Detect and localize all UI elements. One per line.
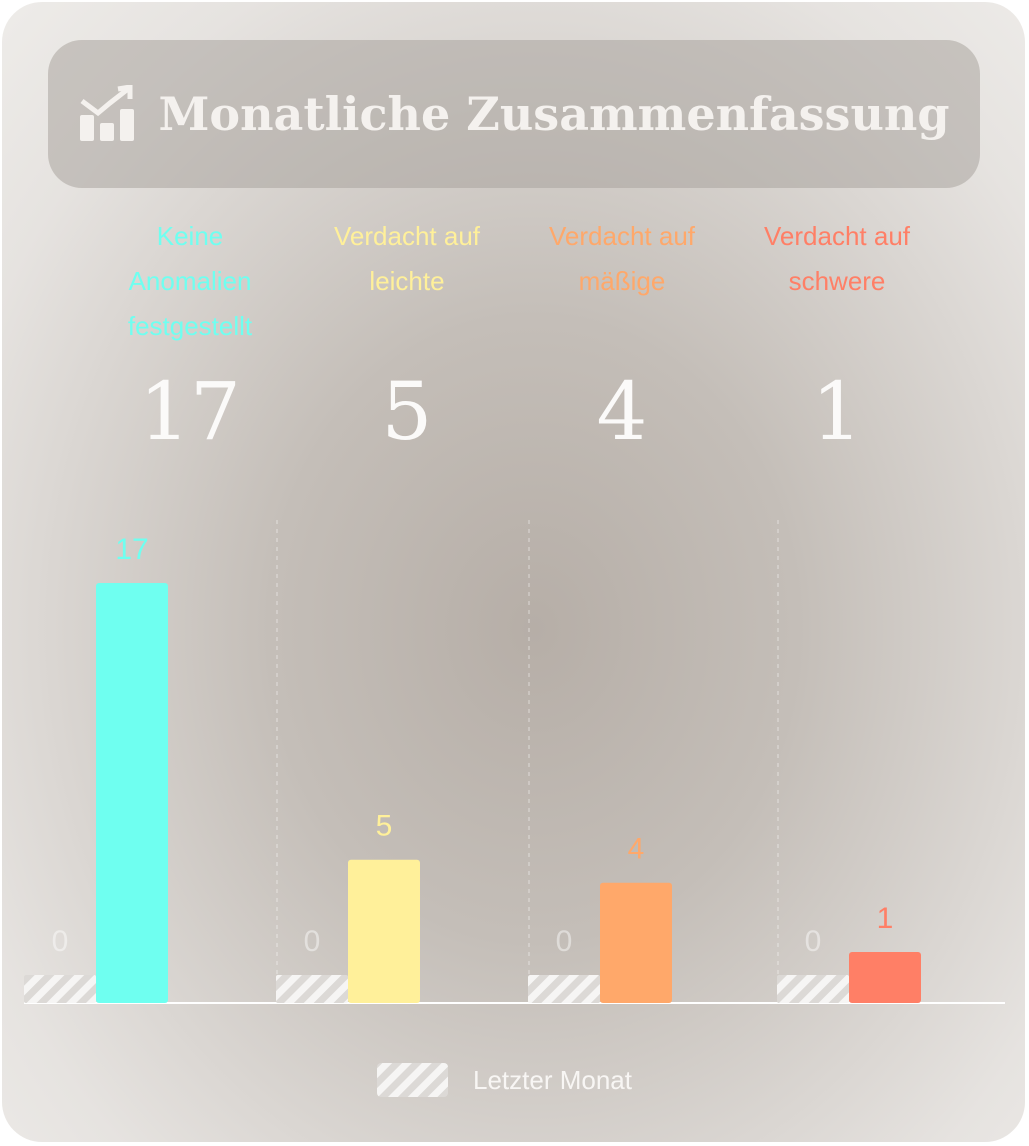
bar-previous — [777, 975, 849, 1003]
category-label: Keine Anomalien festgestellt — [127, 221, 253, 341]
bar-previous — [276, 975, 348, 1003]
value-label: 1 — [877, 902, 894, 935]
value-label: 5 — [376, 810, 393, 843]
value-label: 0 — [52, 925, 69, 958]
value-label: 4 — [628, 833, 645, 866]
summary-value: 1 — [812, 365, 863, 458]
value-label: 0 — [304, 925, 321, 958]
legend-swatch — [377, 1063, 448, 1097]
bar-current — [348, 859, 420, 1003]
category-label: Verdacht auf leichte — [334, 221, 480, 296]
bar-previous — [24, 975, 96, 1003]
value-label: 17 — [115, 533, 148, 566]
bar-current — [96, 583, 168, 1003]
summary-value: 17 — [139, 365, 241, 458]
summary-value: 5 — [382, 365, 433, 458]
header: Monatliche Zusammenfassung — [48, 40, 980, 188]
bar-current — [849, 951, 921, 1003]
value-label: 0 — [556, 925, 573, 958]
value-label: 0 — [805, 925, 822, 958]
bar-current — [600, 882, 672, 1003]
category-label: Verdacht auf mäßige — [549, 221, 695, 296]
chart-icon — [80, 85, 135, 141]
bar-previous — [528, 975, 600, 1003]
summary-value: 4 — [597, 365, 648, 458]
legend-label: Letzter Monat — [473, 1065, 633, 1095]
chart-title: Monatliche Zusammenfassung — [158, 87, 950, 141]
category-label: Verdacht auf schwere — [764, 221, 910, 296]
